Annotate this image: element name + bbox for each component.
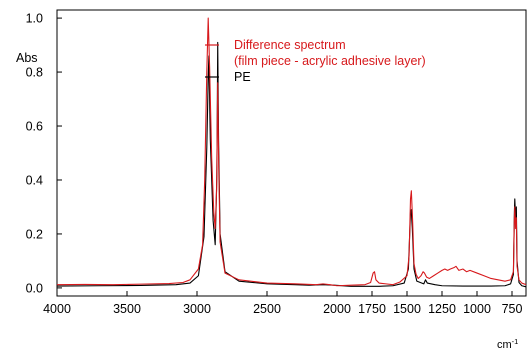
y-axis-label: Abs	[16, 51, 38, 65]
x-axis-unit-exponent: -1	[512, 337, 519, 346]
x-tick-label: 750	[502, 302, 523, 316]
y-tick-label: 1.0	[26, 12, 43, 26]
legend-label: (film piece - acrylic adhesive layer)	[234, 54, 426, 68]
y-tick-label: 0.4	[26, 173, 43, 187]
series-layer	[56, 17, 527, 288]
x-tick-label: 1000	[463, 302, 491, 316]
x-tick-label: 2000	[323, 302, 351, 316]
series-line-pe	[56, 41, 527, 288]
y-axis: 0.0 0.2 0.4 0.6 0.8 1.0	[26, 12, 62, 295]
y-tick-label: 0.6	[26, 120, 43, 134]
x-axis-unit: cm-1	[497, 337, 518, 351]
x-axis: 4000 3500 3000 2500 2000 1750 1500 1250 1000 750	[43, 291, 522, 316]
legend-label: Difference spectrum	[234, 38, 346, 52]
series-line-difference-spectrum	[56, 17, 527, 287]
x-tick-label: 1500	[393, 302, 421, 316]
x-tick-label: 1250	[428, 302, 456, 316]
legend: Difference spectrum (film piece - acrylic…	[205, 38, 426, 84]
x-tick-label: 3500	[113, 302, 141, 316]
x-tick-label: 2500	[253, 302, 281, 316]
x-axis-unit-base: cm	[497, 339, 512, 351]
x-tick-label: 4000	[43, 302, 71, 316]
plot-frame	[56, 9, 527, 297]
legend-label: PE	[234, 70, 251, 84]
y-tick-label: 0.2	[26, 227, 43, 241]
x-tick-label: 3000	[183, 302, 211, 316]
y-tick-label: 0.0	[26, 281, 43, 295]
y-tick-label: 0.8	[26, 66, 43, 80]
x-tick-label: 1750	[358, 302, 386, 316]
